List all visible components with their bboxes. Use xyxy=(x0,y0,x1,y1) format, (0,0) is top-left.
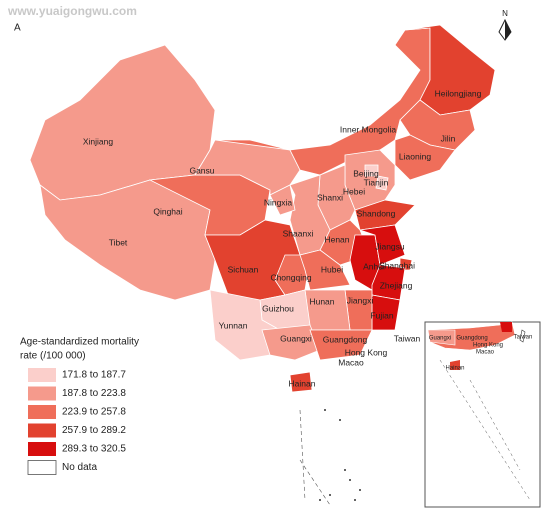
province-label: Hebei xyxy=(343,186,365,196)
province-label: Tibet xyxy=(109,237,128,247)
north-label: N xyxy=(502,9,508,18)
province-label: Shaanxi xyxy=(283,228,314,238)
province-label: Guangdong xyxy=(323,334,368,344)
province xyxy=(289,371,313,393)
province-label: Hunan xyxy=(309,296,334,306)
province-label: Chongqing xyxy=(270,272,311,282)
watermark: www.yuaigongwu.com xyxy=(7,4,137,18)
panel-label: A xyxy=(14,23,21,34)
province-label: Ningxia xyxy=(264,197,293,207)
legend-label: No data xyxy=(62,462,97,473)
province-label: Inner Mongolia xyxy=(340,124,397,134)
inset-label: Hong Kong xyxy=(473,343,503,349)
province-label: Liaoning xyxy=(399,151,431,161)
legend-swatch xyxy=(28,368,56,382)
legend-label: 187.8 to 223.8 xyxy=(62,388,126,399)
province xyxy=(394,134,456,181)
province xyxy=(351,355,359,362)
legend-label: 223.9 to 257.8 xyxy=(62,407,126,418)
inset-map xyxy=(427,321,531,501)
inset-frame xyxy=(424,321,541,508)
provinces xyxy=(29,24,496,393)
legend-swatch xyxy=(28,386,56,401)
province-label: Beijing xyxy=(353,168,379,178)
legend-label: 289.3 to 320.5 xyxy=(62,444,126,455)
province xyxy=(343,357,350,364)
legend-swatch xyxy=(27,460,57,475)
province-label: Jiangxi xyxy=(347,295,374,305)
province xyxy=(354,199,416,231)
legend-label: 171.8 to 187.7 xyxy=(62,370,126,381)
province-label: Shanghai xyxy=(379,260,415,270)
province xyxy=(269,184,296,216)
province-label: Heilongjiang xyxy=(435,88,482,98)
province-label: Henan xyxy=(324,234,349,244)
province-label: Xinjiang xyxy=(83,136,114,146)
province-label: Qinghai xyxy=(153,206,182,216)
inset-label: Guangdong xyxy=(456,336,487,342)
legend-label: 257.9 to 289.2 xyxy=(62,425,126,436)
legend-swatch xyxy=(28,405,56,419)
legend-title: Age-standardized mortality xyxy=(20,337,139,348)
province-label: Fujian xyxy=(370,310,393,320)
province xyxy=(403,317,417,346)
province-label: Shanxi xyxy=(317,192,343,202)
province-label: Guangxi xyxy=(280,333,312,343)
inset-label: Macao xyxy=(476,350,495,356)
south-sea-islands xyxy=(299,409,361,506)
province xyxy=(359,224,406,266)
province-label: Hubei xyxy=(321,264,343,274)
legend-swatch xyxy=(28,442,56,456)
province-label: Jiangsu xyxy=(375,241,405,251)
province-label: Taiwan xyxy=(394,333,421,343)
province-label: Yunnan xyxy=(219,320,248,330)
inset-label: Taiwan xyxy=(514,335,533,341)
province-label: Macao xyxy=(338,357,364,367)
province-label: Sichuan xyxy=(228,264,259,274)
province xyxy=(299,249,351,291)
province-label: Gansu xyxy=(189,165,214,175)
legend-swatch xyxy=(28,423,56,438)
province-label: Hong Kong xyxy=(345,347,388,357)
province-label: Shandong xyxy=(357,208,396,218)
province-label: Jilin xyxy=(441,133,456,143)
province-labels: Xinjiang Tibet Qinghai Gansu Inner Mongolia H… xyxy=(83,88,482,388)
province xyxy=(261,324,321,361)
province-label: Anhui xyxy=(363,261,385,271)
inset-label: Hainan xyxy=(445,366,464,372)
province-label: Tianjin xyxy=(364,177,389,187)
inset-label: Guangxi xyxy=(429,336,451,342)
legend: Age-standardized mortality rate (/100 00… xyxy=(20,337,139,475)
province-label: Hainan xyxy=(289,378,316,388)
province xyxy=(399,257,413,271)
province-label: Guizhou xyxy=(262,303,294,313)
province-label: Zhejiang xyxy=(380,280,413,290)
province xyxy=(375,175,389,191)
legend-title: rate (/100 000) xyxy=(20,351,86,362)
province xyxy=(309,329,373,361)
north-arrow xyxy=(498,18,512,41)
